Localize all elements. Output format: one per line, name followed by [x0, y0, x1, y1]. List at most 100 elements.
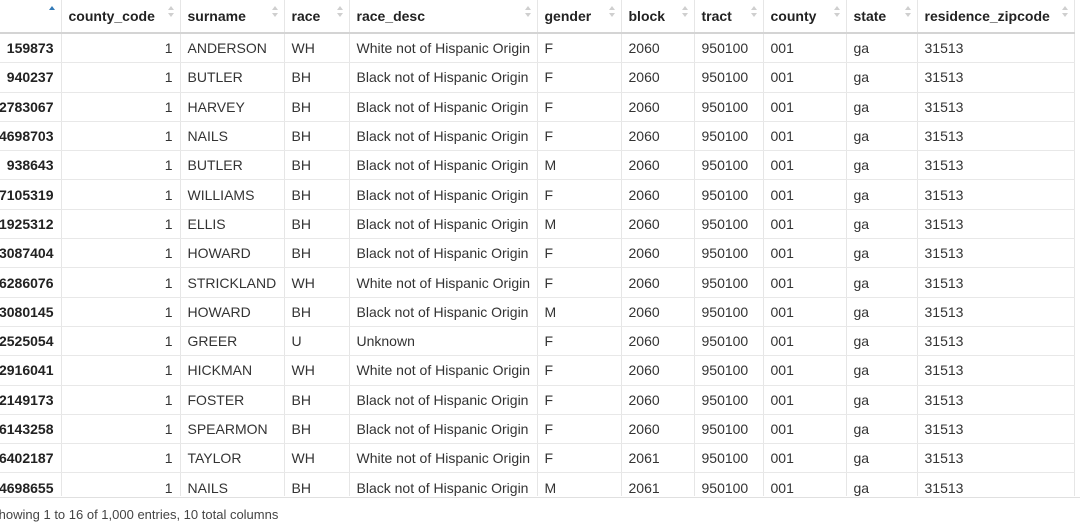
- table-cell: 31513: [917, 209, 1075, 240]
- table-cell: ga: [846, 238, 918, 269]
- table-cell: STRICKLAND: [180, 267, 285, 298]
- table-row: 4698655 1 NAILS BH Black not of Hispanic Ori…: [0, 472, 1075, 496]
- table-cell: Black not of Hispanic Origin: [349, 179, 538, 210]
- table-cell: ga: [846, 62, 918, 93]
- table-cell: F: [537, 62, 622, 93]
- table-cell: F: [537, 414, 622, 445]
- column-header-gender[interactable]: gender: [537, 0, 622, 34]
- column-header-county[interactable]: county: [763, 0, 847, 34]
- row-index-cell: 4698703: [0, 121, 62, 152]
- table-cell: 001: [763, 150, 847, 181]
- column-header-state[interactable]: state: [846, 0, 918, 34]
- table-cell: M: [537, 472, 622, 496]
- table-cell: 001: [763, 443, 847, 474]
- table-cell: M: [537, 150, 622, 181]
- table-cell: 1: [61, 92, 181, 122]
- table-cell: BH: [284, 150, 350, 181]
- table-cell: 2060: [621, 209, 695, 240]
- column-header-residence-zipcode[interactable]: residence_zipcode: [917, 0, 1075, 34]
- table-cell: Black not of Hispanic Origin: [349, 472, 538, 496]
- sort-icon: [904, 6, 911, 20]
- column-header-row-index[interactable]: [0, 0, 62, 34]
- table-cell: ga: [846, 150, 918, 181]
- table-cell: Black not of Hispanic Origin: [349, 209, 538, 240]
- table-row: 159873 1 ANDERSON WH White not of Hispanic O…: [0, 33, 1075, 64]
- table-cell: 31513: [917, 326, 1075, 357]
- column-header-county-code[interactable]: county_code: [61, 0, 181, 34]
- table-cell: 001: [763, 326, 847, 357]
- table-cell: 31513: [917, 472, 1075, 496]
- sort-icon: [750, 6, 757, 20]
- table-row: 940237 1 BUTLER BH Black not of Hispanic Ori…: [0, 62, 1075, 93]
- table-row: 1925312 1 ELLIS BH Black not of Hispanic Ori…: [0, 209, 1075, 240]
- sort-icon: [608, 6, 615, 20]
- row-index-cell: 3080145: [0, 297, 62, 327]
- table-cell: Black not of Hispanic Origin: [349, 121, 538, 152]
- table-cell: White not of Hispanic Origin: [349, 33, 538, 64]
- table-row: 3087404 1 HOWARD BH Black not of Hispanic Or…: [0, 238, 1075, 269]
- table-cell: 001: [763, 62, 847, 93]
- table-cell: 1: [61, 33, 181, 64]
- table-cell: Black not of Hispanic Origin: [349, 92, 538, 122]
- row-index-cell: 1925312: [0, 209, 62, 240]
- table-cell: Unknown: [349, 326, 538, 357]
- table-cell: BH: [284, 385, 350, 415]
- table-cell: 950100: [694, 179, 764, 210]
- table-cell: 31513: [917, 150, 1075, 181]
- table-cell: 950100: [694, 297, 764, 327]
- row-index-cell: 6402187: [0, 443, 62, 474]
- table-cell: 1: [61, 472, 181, 496]
- table-cell: 31513: [917, 443, 1075, 474]
- table-cell: Black not of Hispanic Origin: [349, 385, 538, 415]
- column-header-race-desc[interactable]: race_desc: [349, 0, 538, 34]
- table-cell: WILLIAMS: [180, 179, 285, 210]
- table-cell: WH: [284, 355, 350, 386]
- table-cell: 001: [763, 414, 847, 445]
- table-cell: F: [537, 33, 622, 64]
- row-index-cell: 3087404: [0, 238, 62, 269]
- table-footer: Showing 1 to 16 of 1,000 entries, 10 tot…: [0, 497, 1080, 532]
- table-cell: 001: [763, 209, 847, 240]
- data-table-viewport: county_code surname race race_desc gende…: [0, 0, 1075, 496]
- table-row: 2916041 1 HICKMAN WH White not of Hispanic O…: [0, 355, 1075, 386]
- table-cell: Black not of Hispanic Origin: [349, 238, 538, 269]
- column-header-tract[interactable]: tract: [694, 0, 764, 34]
- table-cell: BH: [284, 209, 350, 240]
- column-header-surname[interactable]: surname: [180, 0, 285, 34]
- table-cell: 31513: [917, 92, 1075, 122]
- table-cell: 001: [763, 267, 847, 298]
- table-cell: Black not of Hispanic Origin: [349, 150, 538, 181]
- table-cell: 1: [61, 443, 181, 474]
- sort-icon: [833, 6, 840, 20]
- sort-icon: [524, 6, 531, 20]
- table-cell: 950100: [694, 267, 764, 298]
- table-cell: BH: [284, 238, 350, 269]
- sort-ascending-icon: [48, 6, 55, 20]
- table-cell: SPEARMON: [180, 414, 285, 445]
- table-cell: 950100: [694, 326, 764, 357]
- table-cell: 001: [763, 121, 847, 152]
- table-cell: WH: [284, 443, 350, 474]
- table-cell: M: [537, 297, 622, 327]
- table-cell: TAYLOR: [180, 443, 285, 474]
- row-index-cell: 6143258: [0, 414, 62, 445]
- table-cell: 31513: [917, 297, 1075, 327]
- table-cell: 2060: [621, 355, 695, 386]
- column-header-block[interactable]: block: [621, 0, 695, 34]
- table-cell: 1: [61, 326, 181, 357]
- table-cell: White not of Hispanic Origin: [349, 355, 538, 386]
- table-cell: NAILS: [180, 121, 285, 152]
- table-cell: F: [537, 355, 622, 386]
- table-cell: 1: [61, 385, 181, 415]
- sort-icon: [1061, 6, 1068, 20]
- table-cell: ga: [846, 92, 918, 122]
- table-cell: 001: [763, 179, 847, 210]
- column-header-race[interactable]: race: [284, 0, 350, 34]
- table-cell: 950100: [694, 355, 764, 386]
- row-index-cell: 2783067: [0, 92, 62, 122]
- table-body: 159873 1 ANDERSON WH White not of Hispanic O…: [0, 33, 1075, 496]
- row-index-cell: 940237: [0, 62, 62, 93]
- row-index-cell: 6286076: [0, 267, 62, 298]
- table-cell: F: [537, 92, 622, 122]
- table-cell: 001: [763, 355, 847, 386]
